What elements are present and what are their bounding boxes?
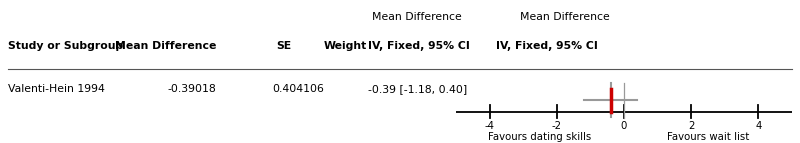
Text: IV, Fixed, 95% CI: IV, Fixed, 95% CI xyxy=(496,41,598,51)
Text: Mean Difference: Mean Difference xyxy=(114,41,216,51)
Text: -0.39018: -0.39018 xyxy=(167,84,216,94)
Text: SE: SE xyxy=(276,41,291,51)
Text: 0.404106: 0.404106 xyxy=(272,84,324,94)
Text: 2: 2 xyxy=(688,121,694,131)
Text: -0.39 [-1.18, 0.40]: -0.39 [-1.18, 0.40] xyxy=(368,84,467,94)
Text: 4: 4 xyxy=(755,121,762,131)
Text: 0: 0 xyxy=(621,121,627,131)
Text: Favours dating skills: Favours dating skills xyxy=(488,132,592,142)
Text: Study or Subgroup: Study or Subgroup xyxy=(8,41,123,51)
Text: Mean Difference: Mean Difference xyxy=(520,12,610,22)
Text: IV, Fixed, 95% CI: IV, Fixed, 95% CI xyxy=(368,41,470,51)
Text: Mean Difference: Mean Difference xyxy=(372,12,462,22)
Text: -2: -2 xyxy=(552,121,562,131)
Text: Valenti-Hein 1994: Valenti-Hein 1994 xyxy=(8,84,105,94)
Text: -4: -4 xyxy=(485,121,494,131)
Text: Weight: Weight xyxy=(324,41,367,51)
Text: Favours wait list: Favours wait list xyxy=(667,132,749,142)
